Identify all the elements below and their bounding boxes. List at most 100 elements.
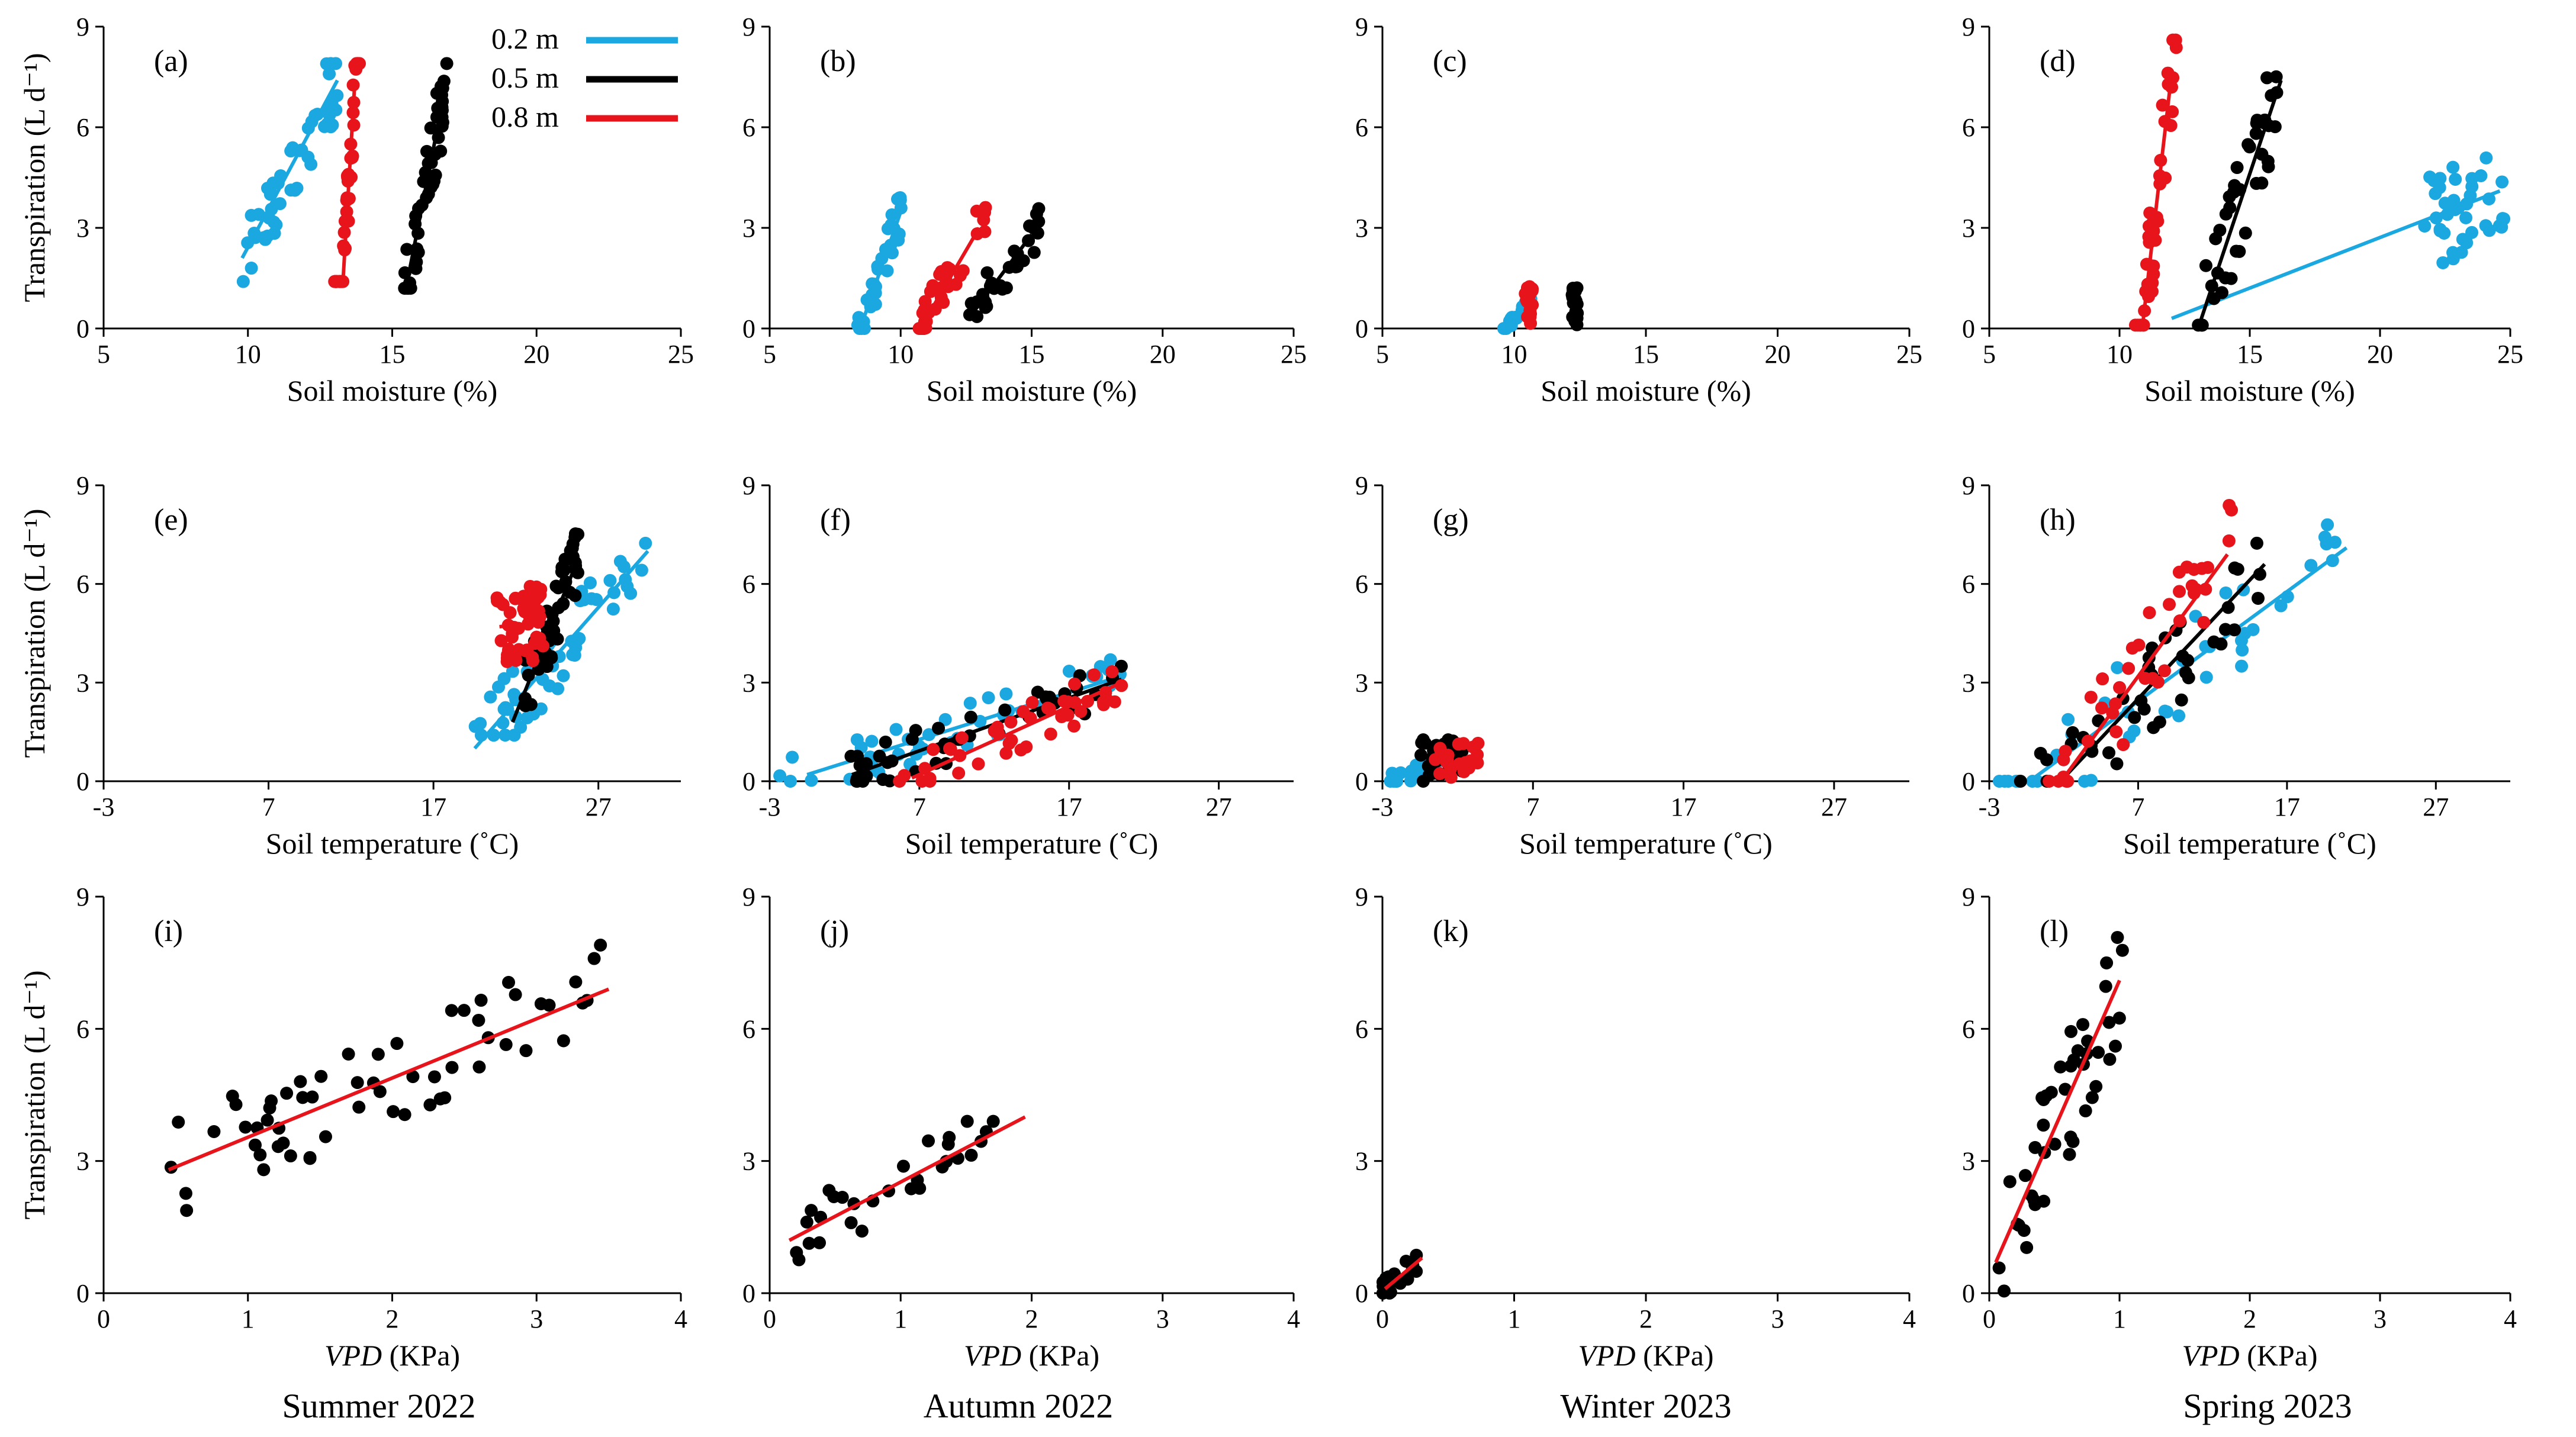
- data-point: [2495, 175, 2509, 189]
- panel-label: (a): [154, 44, 188, 78]
- data-point: [402, 282, 416, 295]
- panel-label: (l): [2040, 914, 2069, 948]
- data-point: [2111, 930, 2124, 944]
- trend-line: [788, 1115, 1026, 1242]
- y-tick-label: 9: [742, 471, 755, 500]
- y-tick-label: 0: [76, 1279, 89, 1308]
- x-tick-label: 5: [763, 340, 776, 369]
- data-point: [342, 1047, 355, 1061]
- data-point: [2095, 701, 2108, 715]
- data-point: [1998, 1284, 2011, 1298]
- data-point: [423, 1098, 437, 1111]
- data-point: [885, 208, 899, 221]
- legend-label-0.8m: 0.8 m: [491, 100, 559, 133]
- data-point: [889, 723, 903, 736]
- y-tick-label: 6: [1962, 570, 1975, 599]
- data-point: [2117, 738, 2130, 752]
- data-point: [2182, 671, 2195, 685]
- data-point: [506, 665, 519, 678]
- data-point: [420, 144, 433, 158]
- y-tick-label: 3: [76, 668, 89, 697]
- data-point: [855, 1225, 869, 1238]
- data-point: [980, 299, 993, 313]
- trend-line: [2198, 79, 2283, 323]
- data-point: [457, 1004, 471, 1017]
- data-point: [927, 743, 940, 756]
- data-point: [869, 298, 882, 311]
- data-point: [2222, 534, 2236, 547]
- data-point: [502, 975, 516, 989]
- data-point: [433, 1092, 447, 1106]
- x-tick-label: 0: [763, 1304, 776, 1333]
- data-point: [2127, 724, 2141, 738]
- data-point: [2028, 1140, 2042, 1154]
- data-point: [371, 1048, 385, 1061]
- data-point: [922, 1134, 935, 1148]
- x-axis-label: VPD (KPa): [324, 1339, 460, 1372]
- data-point: [474, 717, 487, 730]
- data-point: [519, 1044, 533, 1058]
- data-point: [2111, 661, 2124, 675]
- data-point: [2014, 775, 2027, 788]
- x-axis-label: Soil moisture (%): [287, 374, 498, 407]
- data-point: [390, 1037, 404, 1051]
- data-point: [606, 602, 620, 616]
- data-point: [1108, 695, 1121, 708]
- x-axis-label: Soil temperature (˚C): [1519, 827, 1773, 860]
- panel-label: (c): [1433, 44, 1467, 78]
- data-point: [1570, 318, 1584, 331]
- data-point: [427, 1070, 441, 1084]
- season-spring-2023: Spring 2023: [2183, 1387, 2352, 1425]
- data-point: [2199, 671, 2213, 684]
- data-point: [400, 243, 414, 256]
- data-point: [520, 711, 534, 724]
- data-point: [813, 1236, 826, 1249]
- x-tick-label: 1: [1508, 1304, 1521, 1333]
- data-point: [545, 650, 558, 663]
- data-point: [805, 774, 818, 787]
- y-tick-label: 6: [76, 113, 89, 142]
- data-point: [350, 1076, 364, 1090]
- data-point: [1439, 750, 1453, 764]
- data-point: [492, 680, 506, 694]
- x-tick-label: 5: [97, 340, 110, 369]
- data-point: [303, 1151, 317, 1164]
- panel-label: (f): [820, 503, 851, 537]
- x-tick-label: 7: [262, 792, 275, 821]
- data-point: [2125, 642, 2139, 655]
- data-point: [352, 1100, 366, 1114]
- data-point: [509, 592, 522, 605]
- panel-label: (h): [2040, 503, 2076, 537]
- data-point: [919, 321, 932, 335]
- panel-label: (j): [820, 914, 849, 948]
- panel-label: (g): [1433, 503, 1469, 537]
- panel-label: (b): [820, 44, 856, 78]
- y-tick-label: 3: [1962, 1147, 1975, 1176]
- data-point: [802, 1236, 816, 1250]
- x-tick-label: 3: [530, 1304, 543, 1333]
- trend-line: [851, 677, 1123, 777]
- x-tick-label: 4: [2504, 1304, 2517, 1333]
- x-tick-label: 25: [2497, 340, 2523, 369]
- x-tick-label: 0: [97, 1304, 110, 1333]
- data-point: [2109, 725, 2123, 739]
- y-tick-label: 9: [1962, 882, 1975, 911]
- series-0.5m: [2014, 536, 2266, 788]
- data-point: [2433, 172, 2447, 185]
- data-point: [2260, 71, 2274, 85]
- data-point: [2250, 114, 2264, 127]
- data-point: [2230, 161, 2244, 175]
- y-tick-label: 6: [742, 570, 755, 599]
- x-tick-label: 20: [523, 340, 549, 369]
- data-point: [248, 1138, 262, 1152]
- x-tick-label: 1: [2113, 1304, 2126, 1333]
- season-autumn-2022: Autumn 2022: [924, 1387, 1114, 1425]
- data-point: [564, 544, 577, 558]
- data-point: [2112, 1011, 2126, 1025]
- data-point: [1571, 307, 1584, 320]
- data-point: [532, 616, 545, 629]
- data-point: [557, 669, 570, 682]
- data-point: [865, 734, 879, 748]
- y-tick-label: 6: [1355, 570, 1368, 599]
- data-point: [2429, 187, 2442, 201]
